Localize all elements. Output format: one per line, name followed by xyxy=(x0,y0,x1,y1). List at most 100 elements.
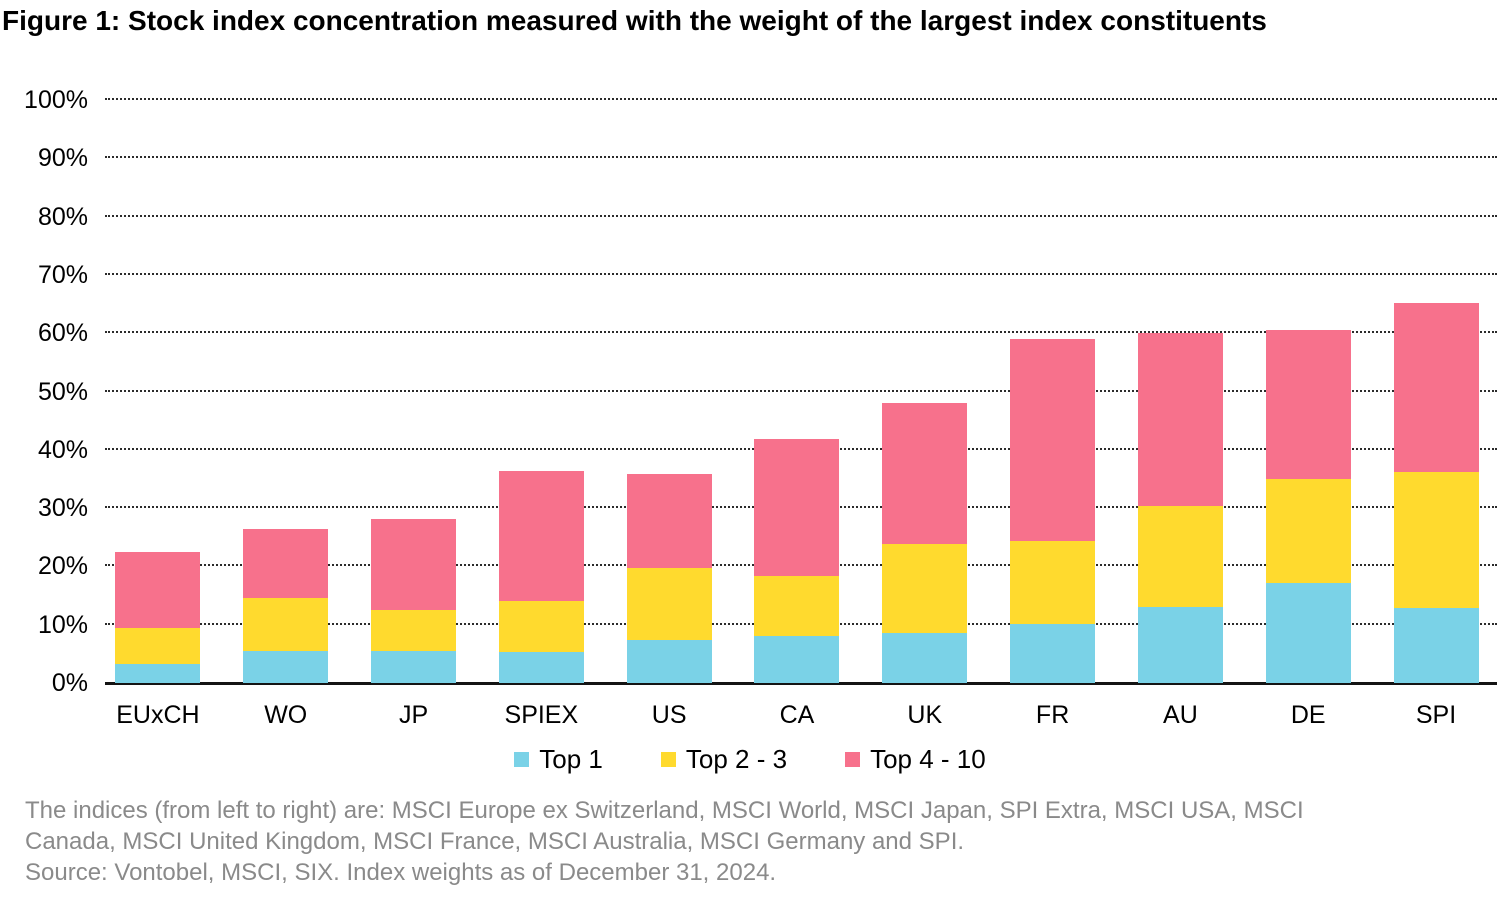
bar-AU xyxy=(1137,332,1223,683)
segment-EUxCH-top1 xyxy=(115,664,201,683)
bar-DE xyxy=(1265,329,1351,683)
bar-slot-US xyxy=(605,100,733,683)
legend-swatch-icon xyxy=(514,752,530,767)
bar-slot-JP xyxy=(350,100,478,683)
segment-SPI-top4-10 xyxy=(1393,302,1479,472)
legend-label: Top 2 - 3 xyxy=(685,744,788,774)
bar-UK xyxy=(882,402,968,683)
segment-US-top4-10 xyxy=(626,474,712,569)
footnote-line-2: Canada, MSCI United Kingdom, MSCI France… xyxy=(25,828,965,855)
segment-DE-top1 xyxy=(1265,583,1351,683)
segment-UK-top2-3 xyxy=(882,543,968,634)
segment-UK-top4-10 xyxy=(882,402,968,544)
bar-EUxCH xyxy=(115,551,201,683)
y-tick-label-60: 60% xyxy=(37,319,88,348)
segment-AU-top2-3 xyxy=(1137,505,1223,608)
y-tick-label-30: 30% xyxy=(37,494,88,523)
segment-US-top2-3 xyxy=(626,568,712,641)
segment-EUxCH-top4-10 xyxy=(115,551,201,629)
segment-JP-top1 xyxy=(371,650,457,683)
bar-slot-AU xyxy=(1117,100,1245,683)
y-axis-labels: 0% 10% 20% 30% 40% 50% 60% 70% 80% 90% 100% xyxy=(0,87,88,696)
x-tick-label-CA: CA xyxy=(779,701,815,729)
y-tick-label-50: 50% xyxy=(37,377,88,406)
bar-slot-SPIEX xyxy=(477,100,605,683)
gridline-50 xyxy=(105,389,1497,392)
x-tick-label-US: US xyxy=(651,701,687,729)
gridline-60 xyxy=(105,331,1497,334)
segment-DE-top4-10 xyxy=(1265,329,1351,479)
x-tick-label-AU: AU xyxy=(1163,701,1198,729)
x-axis-line xyxy=(105,682,1497,685)
segment-SPI-top1 xyxy=(1393,608,1479,683)
legend-item-top4-10: Top 4 - 10 xyxy=(845,744,986,775)
segment-CA-top4-10 xyxy=(754,438,840,576)
x-tick-label-JP: JP xyxy=(398,701,429,729)
footnote-indices: The indices (from left to right) are: MS… xyxy=(25,795,1304,857)
segment-AU-top4-10 xyxy=(1137,332,1223,506)
legend-item-top2-3: Top 2 - 3 xyxy=(660,744,788,775)
chart-legend: Top 1 Top 2 - 3 Top 4 - 10 xyxy=(0,744,1500,775)
segment-FR-top1 xyxy=(1010,624,1096,683)
legend-swatch-icon xyxy=(660,752,676,767)
segment-SPIEX-top2-3 xyxy=(498,600,584,653)
bars-container xyxy=(94,100,1500,683)
gridline-100 xyxy=(105,98,1497,100)
segment-FR-top4-10 xyxy=(1010,339,1096,541)
segment-UK-top1 xyxy=(882,633,968,683)
segment-SPIEX-top4-10 xyxy=(498,470,584,601)
x-tick-label-SPI: SPI xyxy=(1415,701,1457,729)
x-tick-label-DE: DE xyxy=(1290,701,1326,729)
bar-CA xyxy=(754,438,840,683)
legend-item-top1: Top 1 xyxy=(514,744,603,775)
footnote: The indices (from left to right) are: MS… xyxy=(25,795,1304,888)
gridline-80 xyxy=(105,214,1497,217)
bar-slot-SPI xyxy=(1372,100,1500,683)
bar-FR xyxy=(1010,339,1096,683)
segment-JP-top4-10 xyxy=(371,519,457,611)
segment-WO-top4-10 xyxy=(243,528,329,599)
gridline-70 xyxy=(105,272,1497,275)
y-tick-label-40: 40% xyxy=(37,435,88,464)
x-tick-label-EUxCH: EUxCH xyxy=(116,701,200,729)
y-tick-label-80: 80% xyxy=(37,202,88,231)
segment-CA-top1 xyxy=(754,635,840,683)
bar-slot-UK xyxy=(861,100,989,683)
y-tick-label-10: 10% xyxy=(37,610,88,639)
segment-JP-top2-3 xyxy=(371,610,457,651)
segment-SPIEX-top1 xyxy=(498,652,584,683)
bar-SPI xyxy=(1393,302,1479,683)
bar-slot-FR xyxy=(989,100,1117,683)
bar-SPIEX xyxy=(498,470,584,683)
legend-label: Top 1 xyxy=(539,744,603,774)
segment-DE-top2-3 xyxy=(1265,478,1351,584)
bar-slot-CA xyxy=(733,100,861,683)
segment-WO-top2-3 xyxy=(243,598,329,651)
segment-FR-top2-3 xyxy=(1010,540,1096,625)
x-tick-label-FR: FR xyxy=(1035,701,1070,729)
bar-slot-WO xyxy=(222,100,350,683)
bar-slot-EUxCH xyxy=(94,100,222,683)
y-tick-label-100: 100% xyxy=(24,86,88,114)
x-axis-labels: EUxCH WO JP SPIEX US CA UK FR AU DE SPI xyxy=(94,701,1500,730)
legend-label: Top 4 - 10 xyxy=(870,744,986,774)
footnote-line-1: The indices (from left to right) are: MS… xyxy=(25,797,1304,824)
legend-swatch-icon xyxy=(845,752,861,767)
gridline-90 xyxy=(105,156,1497,159)
segment-AU-top1 xyxy=(1137,607,1223,683)
bar-JP xyxy=(371,519,457,683)
footnote-source: Source: Vontobel, MSCI, SIX. Index weigh… xyxy=(25,859,777,886)
y-tick-label-0: 0% xyxy=(51,669,88,697)
segment-US-top1 xyxy=(626,640,712,683)
y-tick-label-70: 70% xyxy=(37,260,88,289)
x-tick-label-WO: WO xyxy=(264,701,308,729)
segment-EUxCH-top2-3 xyxy=(115,628,201,665)
segment-SPI-top2-3 xyxy=(1393,471,1479,609)
y-tick-label-20: 20% xyxy=(37,552,88,581)
figure-title: Figure 1: Stock index concentration meas… xyxy=(2,5,1267,36)
bar-WO xyxy=(243,528,329,683)
segment-CA-top2-3 xyxy=(754,575,840,636)
bar-US xyxy=(626,474,712,683)
x-tick-label-SPIEX: SPIEX xyxy=(504,701,579,729)
